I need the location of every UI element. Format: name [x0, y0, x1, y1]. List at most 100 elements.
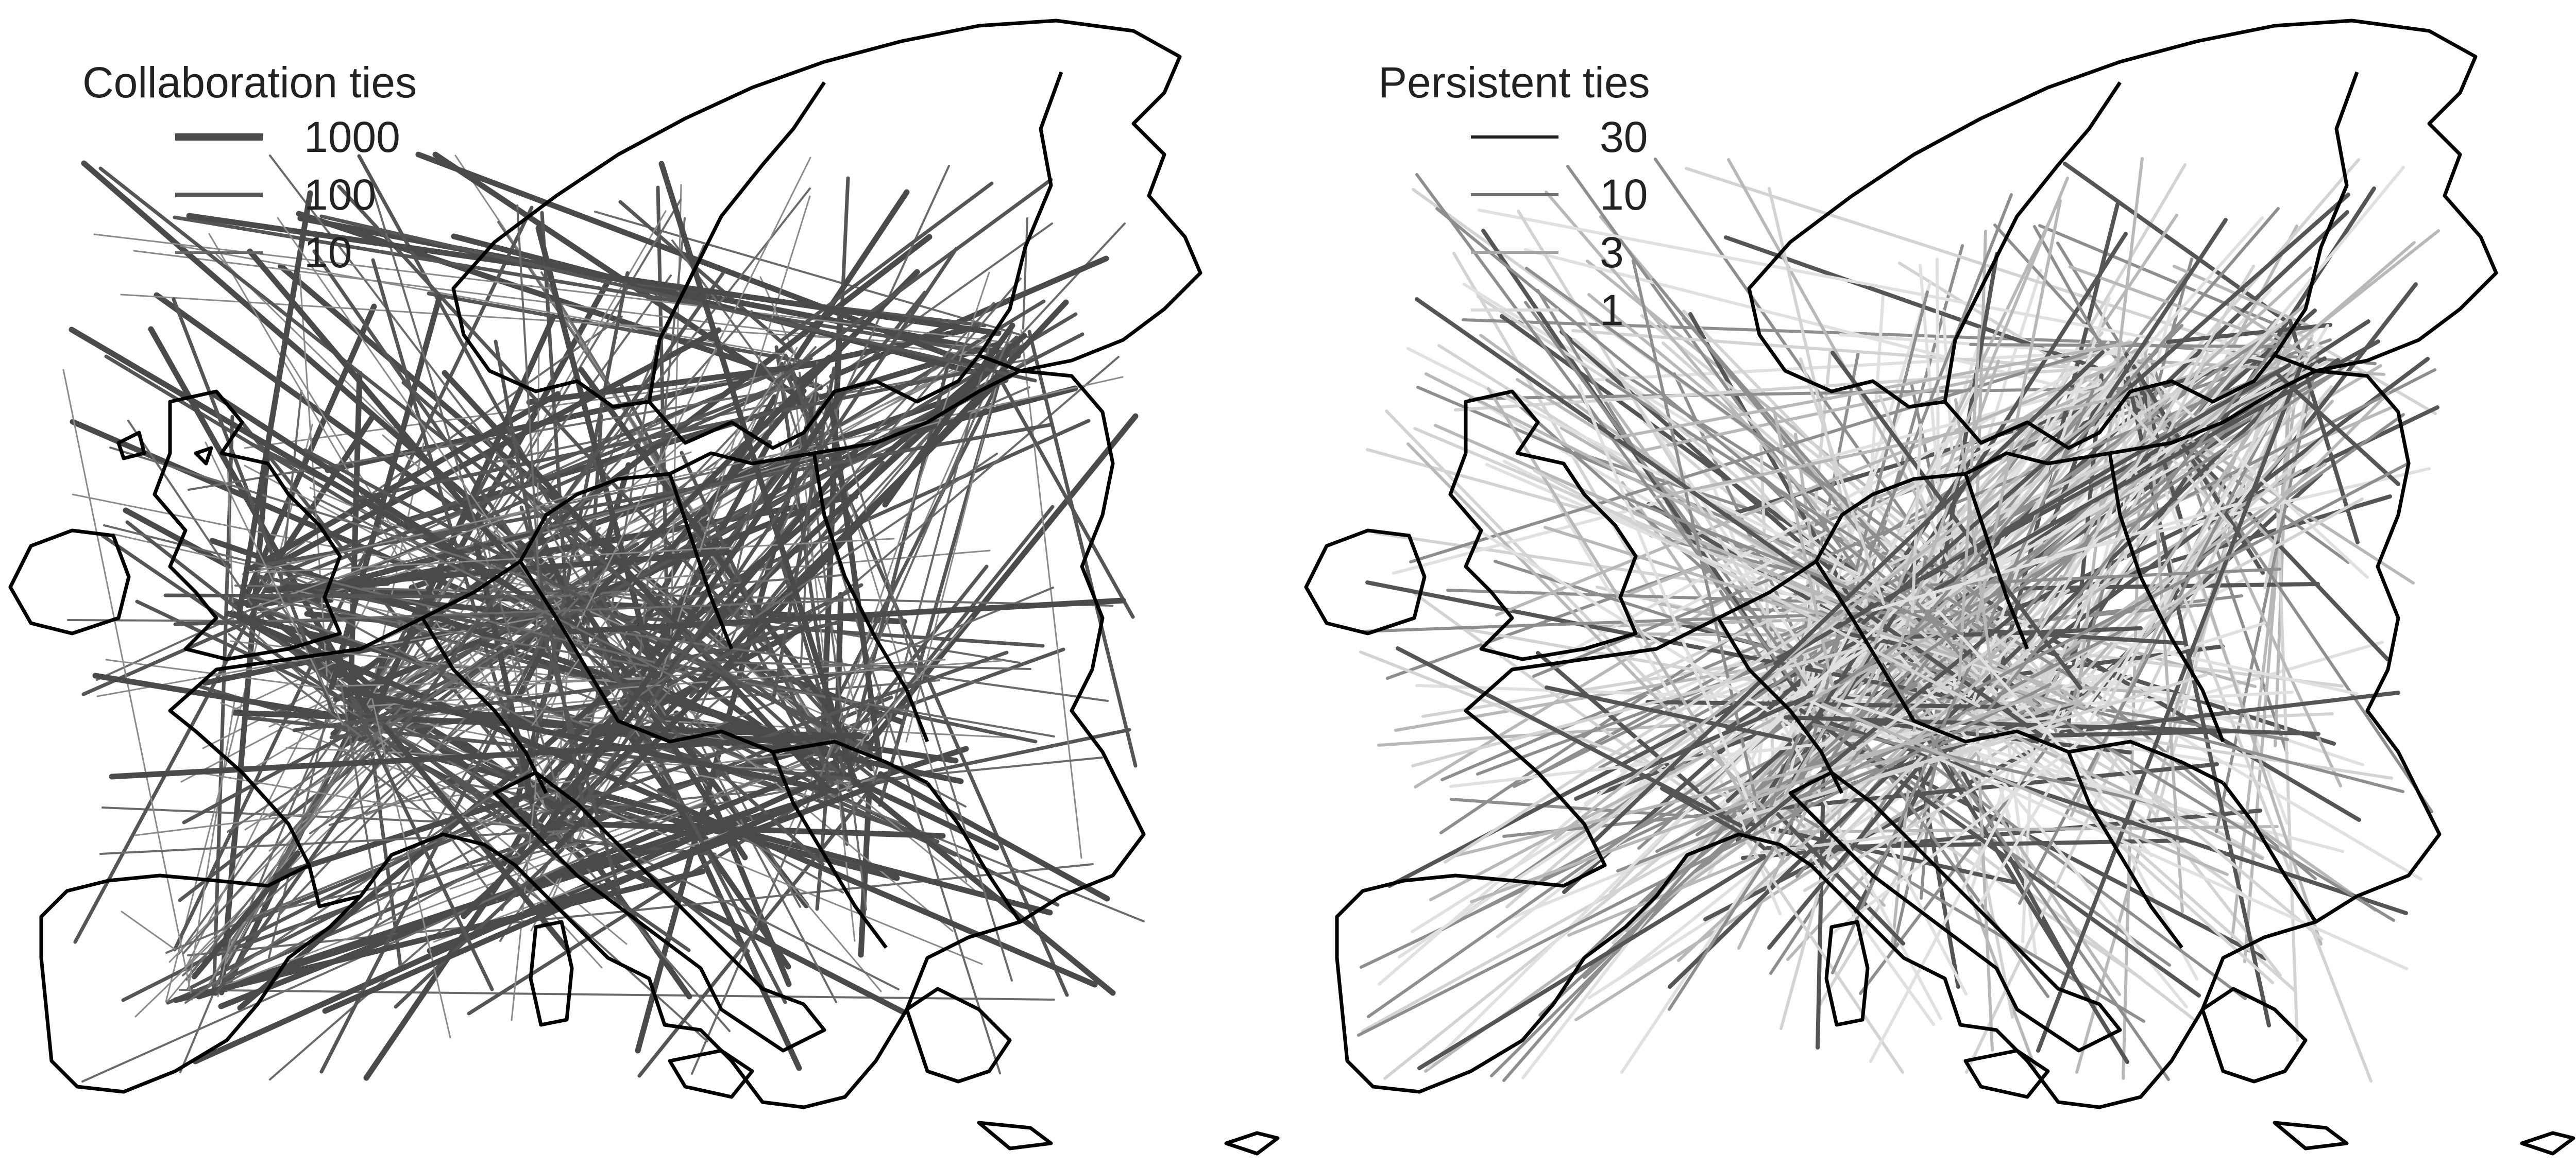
tie-edge — [209, 538, 825, 752]
tie-edge — [694, 661, 1031, 670]
tie-edge — [187, 694, 236, 991]
tie-edge — [1472, 526, 1815, 741]
tie-edge — [1533, 469, 1980, 708]
tie-edge — [592, 269, 920, 597]
tie-edge — [236, 190, 313, 615]
tie-edge — [185, 187, 811, 981]
tie-edge — [2009, 265, 2255, 680]
finland-border — [2273, 71, 2359, 356]
tie-edge — [2048, 352, 2209, 682]
tie-edge — [1736, 812, 1782, 915]
map-persistent-ties — [1304, 19, 2575, 1156]
tie-edge — [651, 388, 807, 572]
tie-edge — [242, 376, 1124, 575]
tie-edge — [257, 605, 589, 727]
tie-edge — [355, 366, 989, 501]
tie-edge — [1746, 821, 2016, 884]
balkans-borders — [771, 751, 1022, 949]
tie-edge — [1729, 673, 2208, 823]
tie-edge — [367, 660, 1003, 707]
tie-edge — [330, 740, 557, 913]
tie-edge — [325, 324, 980, 473]
tie-edge — [541, 630, 621, 891]
tie-edge — [1357, 683, 2052, 1037]
tie-edge — [1812, 723, 2148, 803]
tie-edge — [526, 362, 815, 405]
tie-edge — [313, 496, 698, 689]
tie-edge — [1668, 661, 1895, 1011]
legend-swatch-10 — [175, 251, 263, 254]
tie-edge — [1572, 338, 2052, 743]
tie-edge — [1773, 363, 2291, 665]
tie-edge — [1654, 392, 2138, 499]
tie-edge — [1969, 497, 2364, 716]
tie-edge — [842, 564, 989, 746]
map-panel-persistent: Persistent ties 30 10 3 1 — [1296, 0, 2576, 1167]
tie-edge — [1446, 589, 1946, 607]
sicily-outline — [1963, 1049, 2050, 1099]
tie-edge — [1780, 603, 1899, 1030]
tie-edge — [579, 786, 1053, 916]
tie-edge — [1470, 685, 2062, 903]
tie-edge — [205, 441, 344, 726]
legend-label: 30 — [1600, 112, 1648, 161]
tie-edge — [197, 771, 537, 830]
tie-edge — [207, 199, 682, 987]
legend-swatch-100 — [175, 192, 263, 197]
tie-edge — [1821, 702, 2229, 876]
tie-edge — [1553, 388, 2132, 840]
tie-edge — [1398, 348, 2321, 958]
legend-label: 1000 — [304, 112, 400, 161]
legend-item-1: 1 — [1471, 281, 1650, 339]
sweden-norway-border — [647, 81, 826, 402]
tie-edge — [92, 673, 346, 720]
tie-edge — [69, 327, 677, 687]
tie-edge — [1677, 671, 1989, 962]
tie-edge — [182, 310, 753, 954]
italy-outline — [493, 770, 826, 1053]
tie-edge — [1654, 158, 2059, 735]
tie-edge — [595, 636, 787, 1004]
tie-edge — [1917, 360, 2353, 659]
tie-edge — [2004, 413, 2405, 700]
tie-edge — [1660, 786, 1754, 841]
tie-edge — [473, 542, 535, 804]
tie-edge — [244, 465, 560, 633]
tie-edge — [1517, 210, 1811, 687]
legend-collaboration: Collaboration ties 1000 100 10 — [82, 57, 417, 281]
tie-edge — [382, 724, 572, 954]
country-outlines — [8, 19, 1280, 1156]
tie-edge — [1934, 339, 2380, 592]
tie-edge — [98, 166, 877, 781]
tie-edge — [1969, 343, 2290, 348]
tie-edge — [531, 372, 782, 727]
tie-edge — [343, 687, 839, 795]
central-europe-borders — [1716, 453, 2225, 794]
tie-edge — [1453, 626, 1834, 696]
sweden-norway-border — [1943, 81, 2122, 402]
tie-edge — [370, 695, 451, 1039]
tie-edge — [1462, 318, 2117, 344]
tie-edge — [524, 271, 630, 796]
legend-label: 10 — [304, 228, 352, 277]
tie-edge — [1429, 606, 1988, 901]
tie-edge — [2036, 362, 2304, 1053]
tie-edge — [267, 599, 847, 622]
legend-label: 100 — [304, 170, 377, 219]
tie-edge — [829, 255, 1109, 380]
tie-edge — [257, 538, 895, 574]
tie-edge — [1826, 690, 2049, 998]
tie-edge — [2060, 400, 2334, 700]
tie-edge — [2288, 319, 2360, 544]
tie-edge — [442, 370, 832, 793]
tie-edge — [1822, 363, 2318, 856]
tie-edge — [905, 364, 1003, 743]
tie-edge — [187, 863, 1094, 956]
tie-edge — [516, 204, 540, 592]
tie-edge — [1406, 347, 1940, 616]
tie-edge — [1027, 330, 1138, 768]
tie-edge — [1742, 613, 2016, 837]
tie-edge — [163, 593, 543, 599]
country-outlines — [1304, 19, 2575, 1156]
tie-edge — [1967, 166, 2405, 697]
